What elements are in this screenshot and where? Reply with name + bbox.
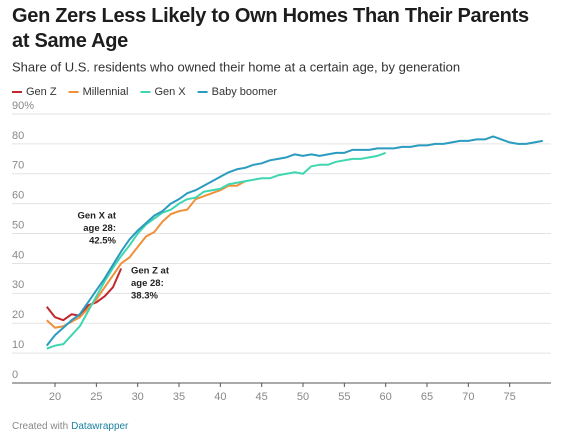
y-tick-label: 90%	[12, 100, 34, 112]
legend-label: Millennial	[83, 86, 129, 98]
annotation: 42.5%	[89, 236, 116, 247]
y-tick-label: 80	[12, 130, 24, 142]
x-tick-label: 50	[297, 391, 309, 403]
x-tick-label: 35	[173, 391, 185, 403]
y-tick-label: 0	[12, 369, 18, 381]
series-line	[46, 151, 387, 350]
y-tick-label: 70	[12, 160, 24, 172]
x-tick-label: 60	[380, 391, 392, 403]
chart-title: Gen Zers Less Likely to Own Homes Than T…	[12, 5, 529, 52]
y-tick-label: 10	[12, 339, 24, 351]
annotation: age 28:	[83, 223, 116, 234]
series-line	[46, 180, 246, 329]
chart-subtitle: Share of U.S. residents who owned their …	[12, 59, 460, 74]
annotation: Gen X at	[77, 211, 116, 222]
x-tick-label: 55	[338, 391, 350, 403]
annotation: 38.3%	[131, 291, 158, 302]
annotation: age 28:	[131, 278, 164, 289]
legend-label: Gen Z	[26, 86, 57, 98]
x-tick-label: 65	[421, 391, 433, 403]
series-line	[45, 135, 543, 347]
footer-brand[interactable]: Datawrapper	[71, 421, 129, 432]
y-tick-label: 30	[12, 279, 24, 291]
series-line	[45, 268, 123, 322]
footer: Created with Datawrapper	[12, 421, 129, 432]
y-tick-label: 40	[12, 249, 24, 261]
x-tick-label: 25	[90, 391, 102, 403]
x-tick-label: 45	[256, 391, 268, 403]
footer-prefix: Created with	[12, 421, 68, 432]
x-tick-label: 70	[462, 391, 474, 403]
annotation: Gen Z at	[131, 266, 170, 277]
y-tick-label: 20	[12, 309, 24, 321]
y-tick-label: 50	[12, 219, 24, 231]
legend-label: Baby boomer	[212, 86, 278, 98]
x-tick-label: 20	[49, 391, 61, 403]
x-tick-label: 30	[132, 391, 144, 403]
y-tick-label: 60	[12, 190, 24, 202]
legend-label: Gen X	[154, 86, 186, 98]
x-tick-label: 75	[504, 391, 516, 403]
x-tick-label: 40	[214, 391, 226, 403]
